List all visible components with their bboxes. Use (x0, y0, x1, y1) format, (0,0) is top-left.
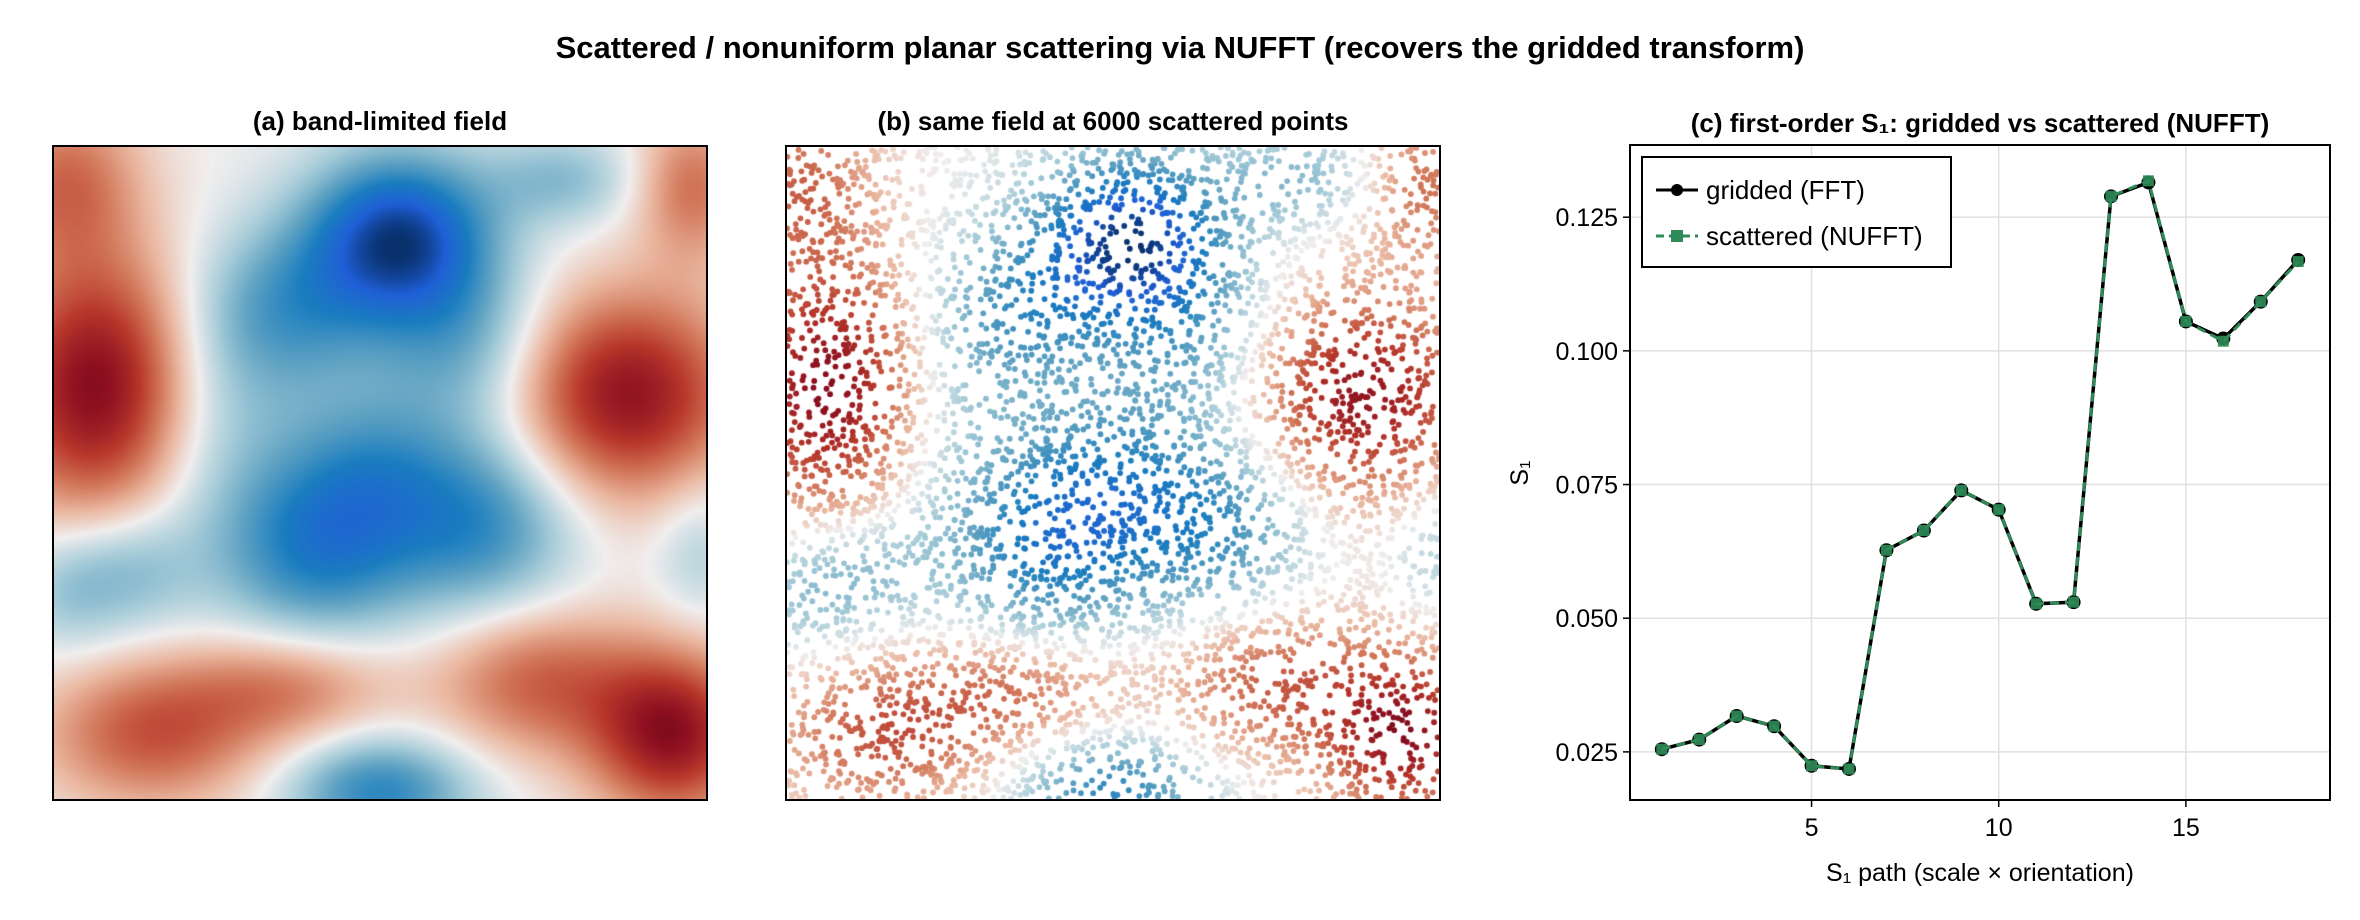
y-tick-label: 0.100 (1555, 338, 1618, 366)
grid-lines (1630, 145, 2330, 800)
y-tick-label: 0.125 (1555, 204, 1618, 232)
panel-b-scatter (785, 145, 1441, 801)
x-axis-label: S₁ path (scale × orientation) (1826, 859, 2134, 887)
point-scattered (2030, 598, 2042, 610)
figure-title: Scattered / nonuniform planar scattering… (555, 30, 1805, 65)
point-scattered (1693, 734, 1705, 746)
y-axis-label: S₁ (1506, 460, 1534, 485)
point-scattered (1843, 763, 1855, 775)
point-scattered (1768, 720, 1780, 732)
point-scattered (2217, 335, 2229, 347)
heatmap-canvas (54, 147, 706, 799)
point-scattered (2105, 190, 2117, 202)
x-tick-label: 10 (1985, 814, 2013, 842)
point-scattered (1955, 484, 1967, 496)
x-tick-label: 15 (2172, 814, 2200, 842)
point-scattered (1880, 544, 1892, 556)
y-tick-label: 0.050 (1555, 605, 1618, 633)
point-scattered (2255, 296, 2267, 308)
legend: gridded (FFT) scattered (NUFFT) (1641, 156, 1952, 268)
point-scattered (1918, 525, 1930, 537)
series-layer (1654, 175, 2306, 776)
legend-box (1641, 156, 1952, 268)
panel-c-title: (c) first-order S₁: gridded vs scattered… (1691, 108, 2270, 138)
y-tick-label: 0.075 (1555, 472, 1618, 500)
point-scattered (2068, 596, 2080, 608)
point-scattered (1656, 743, 1668, 755)
legend-label-scattered: scattered (NUFFT) (1706, 221, 1923, 251)
point-scattered (2180, 315, 2192, 327)
legend-marker-gridded (1671, 184, 1683, 196)
scatter-canvas (787, 147, 1439, 799)
panel-a-heatmap (52, 145, 708, 801)
series-line-scattered (1661, 178, 2300, 771)
point-scattered (1993, 504, 2005, 516)
legend-label-gridded: gridded (FFT) (1706, 175, 1865, 205)
legend-marker-scattered (1671, 230, 1683, 242)
panel-c-line-chart: (c) first-order S₁: gridded vs scattered… (1506, 108, 2331, 887)
point-scattered (1806, 760, 1818, 772)
series-line-gridded (1661, 180, 2300, 771)
plot-frame (1629, 144, 2331, 801)
panel-b-title: (b) same field at 6000 scattered points (877, 106, 1349, 136)
tick-labels: 5 10 15 0.025 0.050 0.075 0.100 0.125 (1555, 204, 2199, 842)
point-scattered (2142, 175, 2154, 187)
point-scattered (2292, 256, 2304, 268)
y-tick-label: 0.025 (1555, 739, 1618, 767)
x-tick-label: 5 (1805, 814, 1819, 842)
panel-a-title: (a) band-limited field (252, 106, 508, 136)
point-scattered (1731, 710, 1743, 722)
